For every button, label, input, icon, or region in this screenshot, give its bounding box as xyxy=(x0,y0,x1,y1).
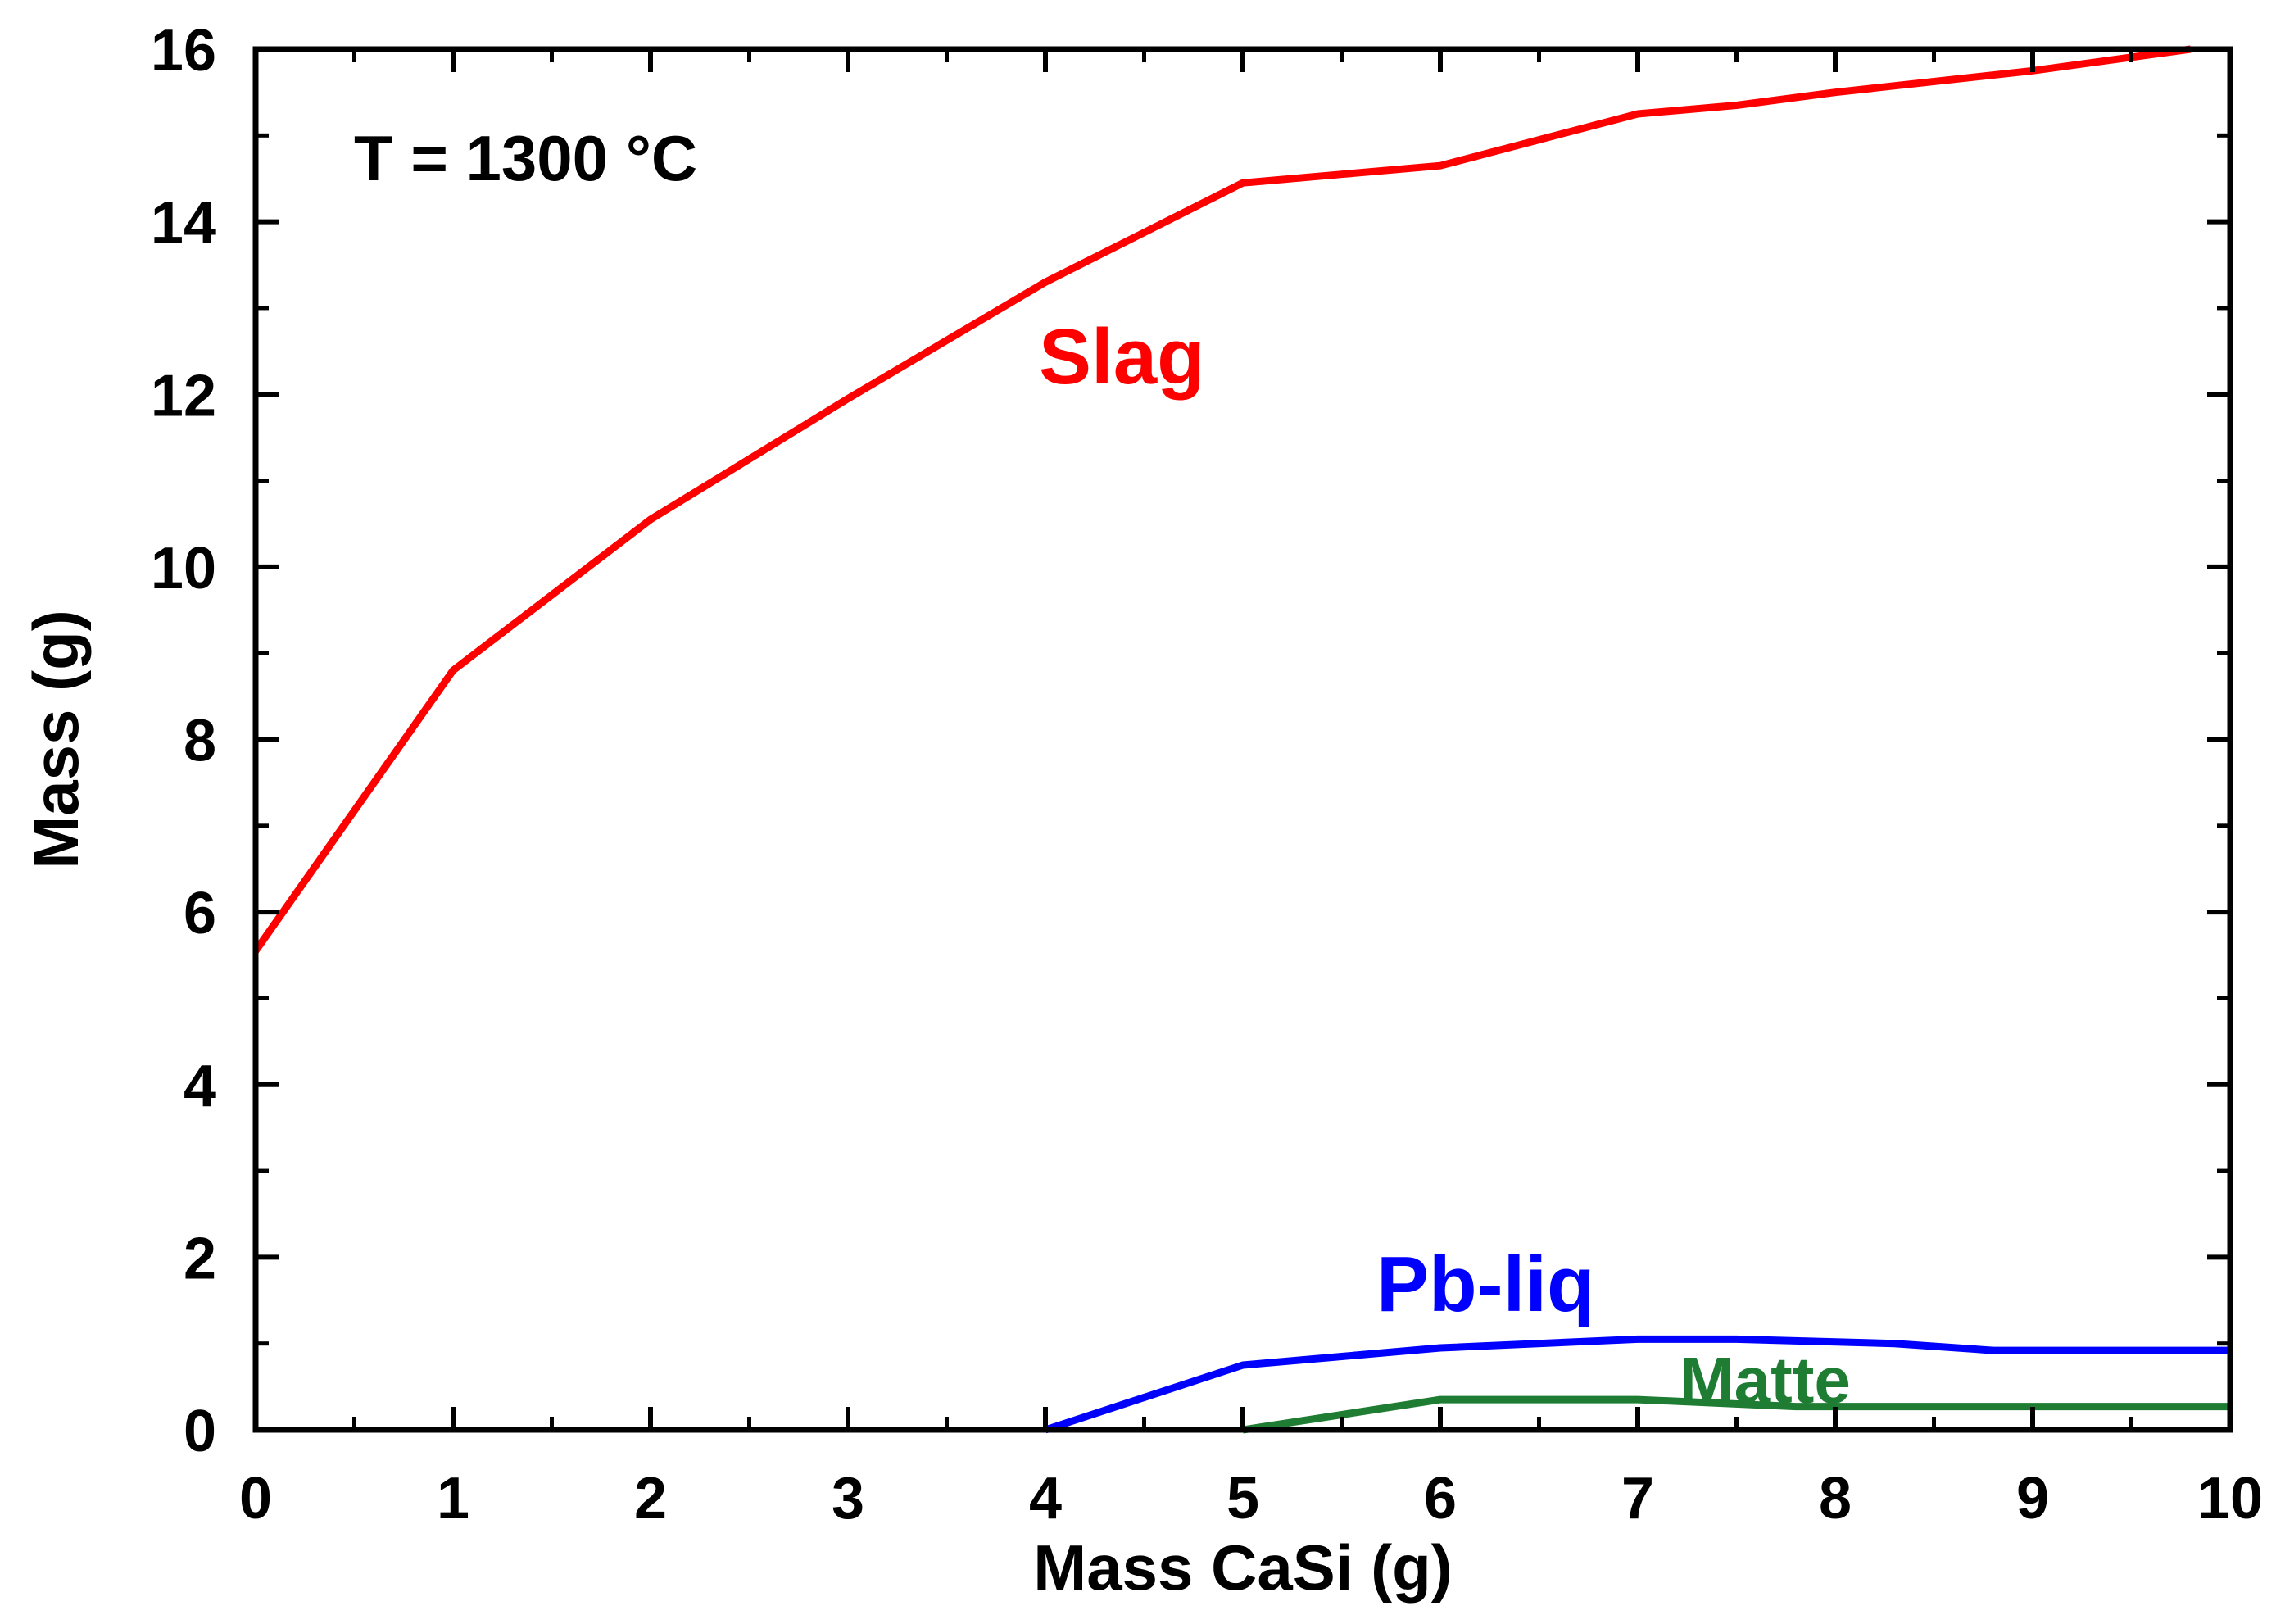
x-tick-label: 4 xyxy=(1029,1466,1062,1531)
x-tick-label: 2 xyxy=(634,1466,667,1531)
y-tick-label: 10 xyxy=(151,536,216,601)
x-tick-label: 1 xyxy=(437,1466,469,1531)
x-tick-label: 6 xyxy=(1424,1466,1457,1531)
x-tick-label: 9 xyxy=(2016,1466,2049,1531)
y-tick-label: 2 xyxy=(184,1226,216,1291)
y-tick-label: 6 xyxy=(184,881,216,946)
x-tick-label: 3 xyxy=(832,1466,864,1531)
y-tick-label: 4 xyxy=(184,1054,216,1119)
series-label-matte: Matte xyxy=(1680,1344,1851,1417)
series-line-slag xyxy=(252,45,2192,954)
x-tick-label: 5 xyxy=(1226,1466,1259,1531)
y-tick-label: 16 xyxy=(151,18,216,84)
y-tick-label: 8 xyxy=(184,709,216,774)
series-line-matte xyxy=(1242,1395,2230,1434)
x-tick-label: 0 xyxy=(239,1466,272,1531)
x-tick-label: 8 xyxy=(1819,1466,1852,1531)
plot-frame xyxy=(252,46,2233,1433)
series-layer xyxy=(252,45,2230,1434)
x-tick-label: 7 xyxy=(1621,1466,1654,1531)
series-line-pb-liq xyxy=(1044,1335,2230,1434)
temperature-annotation: T = 1300 °C xyxy=(354,122,697,194)
series-label-pb-liq: Pb-liq xyxy=(1376,1241,1595,1328)
x-axis-label: Mass CaSi (g) xyxy=(1033,1531,1452,1604)
y-tick-label: 14 xyxy=(151,191,216,256)
series-label-slag: Slag xyxy=(1039,313,1205,401)
y-axis-label: Mass (g) xyxy=(20,610,92,869)
y-tick-label: 0 xyxy=(184,1399,216,1464)
x-tick-label: 10 xyxy=(2197,1466,2263,1531)
y-tick-label: 12 xyxy=(151,363,216,429)
series-label-layer: Slag Pb-liq Matte xyxy=(1039,313,1851,1417)
